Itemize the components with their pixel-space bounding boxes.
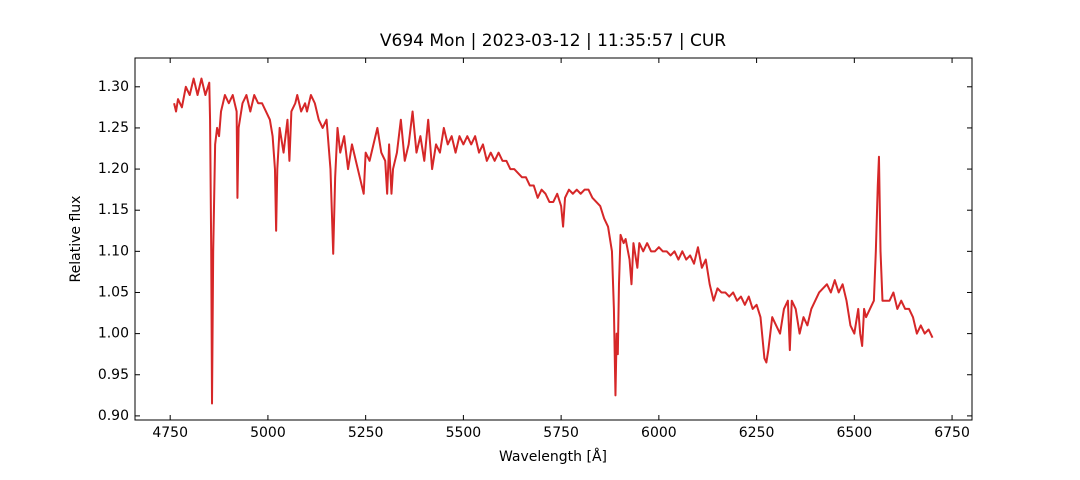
x-tick-label: 5750: [543, 425, 579, 441]
y-tick-label: 1.20: [98, 161, 129, 177]
y-tick-label: 1.25: [98, 120, 129, 136]
y-tick-label: 1.00: [98, 326, 129, 342]
spectrum-line: [173, 77, 934, 405]
y-axis-label: Relative flux: [68, 196, 84, 283]
x-tick-label: 5250: [348, 425, 384, 441]
x-tick-label: 6750: [934, 425, 970, 441]
y-tick-label: 1.15: [98, 202, 129, 218]
x-tick-label: 4750: [152, 425, 188, 441]
y-tick-label: 1.05: [98, 284, 129, 300]
y-tick-label: 0.90: [98, 408, 129, 424]
x-axis-label: Wavelength [Å]: [499, 448, 607, 465]
y-tick-label: 1.10: [98, 243, 129, 259]
x-tick-label: 5500: [446, 425, 482, 441]
x-tick-label: 5000: [250, 425, 286, 441]
chart-title: V694 Mon | 2023-03-12 | 11:35:57 | CUR: [380, 31, 726, 51]
x-tick-label: 6500: [837, 425, 873, 441]
y-tick-label: 0.95: [98, 367, 129, 383]
plot-frame: [134, 57, 973, 421]
y-tick-label: 1.30: [98, 79, 129, 95]
x-tick-label: 6000: [641, 425, 677, 441]
x-tick-label: 6250: [739, 425, 775, 441]
